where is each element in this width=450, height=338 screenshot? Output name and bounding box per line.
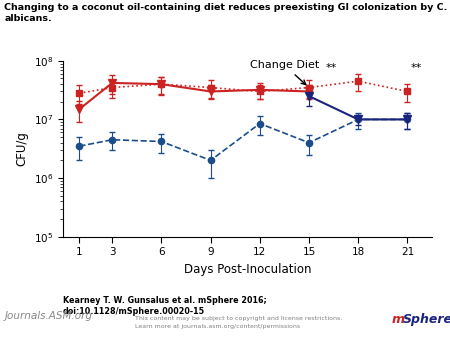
X-axis label: Days Post-Inoculation: Days Post-Inoculation	[184, 263, 311, 275]
Text: doi:10.1128/mSphere.00020-15: doi:10.1128/mSphere.00020-15	[63, 307, 205, 316]
Text: Kearney T. W. Gunsalus et al. mSphere 2016;: Kearney T. W. Gunsalus et al. mSphere 20…	[63, 296, 267, 305]
Text: Journals.ASM.org: Journals.ASM.org	[4, 311, 93, 321]
Text: **: **	[411, 63, 422, 73]
Y-axis label: CFU/g: CFU/g	[15, 131, 28, 166]
Text: Change Diet: Change Diet	[250, 60, 319, 84]
Text: m: m	[392, 313, 405, 326]
Text: **: **	[325, 63, 337, 73]
Text: Changing to a coconut oil-containing diet reduces preexisting GI colonization by: Changing to a coconut oil-containing die…	[4, 3, 448, 23]
Text: This content may be subject to copyright and license restrictions.: This content may be subject to copyright…	[135, 316, 342, 321]
Text: Learn more at journals.asm.org/content/permissions: Learn more at journals.asm.org/content/p…	[135, 324, 300, 329]
Text: Sphere: Sphere	[403, 313, 450, 326]
